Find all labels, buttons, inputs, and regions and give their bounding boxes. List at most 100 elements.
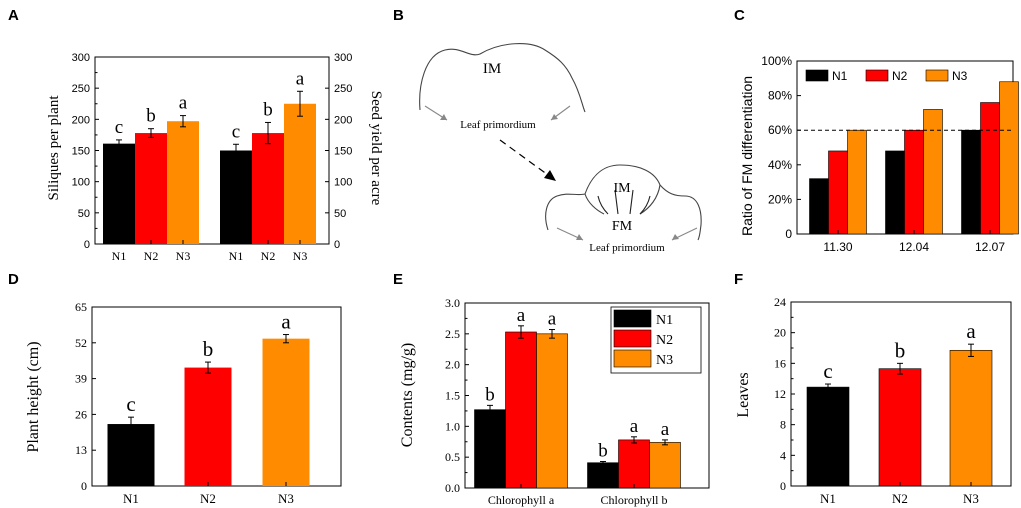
- panel-c-ytick-label: 0: [785, 227, 792, 241]
- panel-f-significance-letter: c: [823, 359, 832, 383]
- panel-c-bar-n3: [923, 109, 943, 235]
- panel-c-bar-n1: [809, 178, 829, 235]
- panel-c-ytick-label: 40%: [768, 158, 792, 172]
- diagram-leaf-label-bottom: Leaf primordium: [589, 242, 665, 254]
- diagram-im-label-bottom: IM: [613, 181, 631, 196]
- panel-a-significance-letter: b: [146, 106, 156, 127]
- panel-e-bar-n2: [505, 331, 537, 489]
- panel-e-ytick-label: 2.0: [445, 358, 460, 372]
- bottom-fm-bumps: [584, 184, 661, 215]
- panel-b-diagram: [419, 43, 702, 241]
- diagram-leaf-label-top: Leaf primordium: [460, 119, 536, 131]
- panel-e-ytick-label: 0.0: [445, 481, 460, 495]
- panel-a-xtick-label: N1: [229, 249, 244, 263]
- panel-f-xtick-label: N2: [892, 491, 908, 506]
- panel-a-ytick-label-right: 250: [334, 83, 352, 95]
- panel-a-xtick-label: N3: [176, 249, 191, 263]
- panel-c-xtick-label: 11.30: [823, 240, 852, 254]
- panel-a-significance-letter: b: [263, 99, 273, 120]
- panel-e-legend-swatch-n1: [613, 309, 652, 328]
- panel-a-ytick-label: 200: [72, 114, 90, 126]
- panel-c-chart: Ratio of FM differentiation 0 20% 40% 60% 80…: [739, 54, 1019, 254]
- bottom-arrow-im-left: [597, 195, 609, 215]
- arrowhead-top-right: [551, 114, 558, 120]
- panel-f-bar-n2: [878, 368, 922, 487]
- panel-f-ytick-label: 16: [774, 356, 786, 370]
- panel-d-chart: Plant height (cm) 0 13 26 39 52 65 c N1 b N2 a N3: [25, 300, 342, 506]
- panel-letter-d: D: [8, 271, 19, 288]
- panel-a-bar-n3: [284, 103, 316, 244]
- panel-e-bar-n3: [649, 442, 681, 489]
- transition-dashed-arrow: [499, 139, 549, 176]
- panel-a-xtick-label: N2: [144, 249, 159, 263]
- panel-letter-a: A: [8, 7, 19, 24]
- panel-e-bar-n3: [536, 333, 568, 489]
- panel-f-xtick-label: N1: [820, 491, 836, 506]
- panel-f-xtick-label: N3: [963, 491, 979, 506]
- panel-c-legend-swatch-n2: [865, 69, 889, 82]
- panel-a-ytick-label: 300: [72, 52, 90, 64]
- panel-d-xtick-label: N2: [200, 491, 216, 506]
- panel-d-significance-letter: a: [281, 310, 291, 334]
- panel-a-bar-n2: [135, 133, 167, 244]
- panel-f-ylabel: Leaves: [735, 372, 752, 417]
- panel-d-ytick-label: 0: [81, 479, 87, 493]
- panel-e-chart: Contents (mg/g) 0.0 0.5 1.0 1.5 2.0 2.5 3.0 b a a…: [399, 296, 710, 507]
- panel-d-ytick-label: 26: [75, 407, 87, 421]
- arrowhead-bottom-right: [672, 234, 679, 240]
- panel-d-significance-letter: c: [126, 392, 135, 416]
- panel-e-legend-label-n1: N1: [656, 313, 673, 328]
- panel-d-ytick-label: 39: [75, 372, 87, 386]
- panel-e-ytick-label: 3.0: [445, 296, 460, 310]
- panel-e-bar-n2: [618, 439, 650, 489]
- panel-f-bar-n3: [949, 349, 993, 487]
- panel-f-chart: Leaves 0 4 8 12 16 20 24 c N1 b N2 a N3: [735, 295, 1012, 506]
- arrowhead-top-left: [440, 114, 447, 120]
- panel-f-ytick-label: 8: [780, 418, 786, 432]
- panel-c-ylabel: Ratio of FM differentiation: [739, 76, 755, 236]
- arrowhead-bottom-left: [576, 234, 583, 240]
- panel-f-ytick-label: 24: [774, 295, 786, 309]
- panel-a-xtick-label: N3: [293, 249, 308, 263]
- panel-a-bar-n2: [252, 133, 284, 244]
- panel-e-bar-n1: [474, 409, 506, 489]
- panel-a-ytick-label-right: 0: [334, 239, 340, 251]
- panel-f-ytick-label: 12: [774, 387, 786, 401]
- panel-d-significance-letter: b: [203, 337, 214, 361]
- panel-c-legend-label-n3: N3: [952, 69, 968, 83]
- panel-e-xtick-label: Chlorophyll b: [600, 493, 667, 507]
- panel-c-bar-n1: [885, 150, 905, 235]
- panel-c-legend-swatch-n1: [805, 69, 829, 82]
- panel-a-significance-letter: c: [115, 117, 123, 138]
- panel-a-xtick-label: N2: [261, 249, 276, 263]
- panel-a-ylabel-right: Seed yield per acre: [368, 91, 384, 206]
- panel-f-bar-n1: [806, 386, 850, 487]
- panel-c-ytick-label: 80%: [768, 89, 792, 103]
- panel-f-ytick-label: 4: [780, 448, 786, 462]
- bottom-arrow-im-right: [639, 195, 651, 215]
- panel-e-significance-letter: a: [661, 419, 670, 440]
- panel-d-ytick-label: 65: [75, 300, 87, 314]
- panel-d-ylabel: Plant height (cm): [25, 341, 42, 452]
- panel-letter-e: E: [393, 271, 403, 288]
- panel-e-significance-letter: a: [630, 416, 639, 437]
- panel-a-xtick-label: N1: [112, 249, 127, 263]
- panel-c-bar-n1: [961, 129, 981, 235]
- panel-e-legend-swatch-n2: [613, 329, 652, 348]
- panel-a-ylabel-left: Siliques per plant: [46, 95, 62, 201]
- panel-a-ytick-label-right: 200: [334, 114, 352, 126]
- panel-a-ytick-label: 250: [72, 83, 90, 95]
- panel-e-bar-n1: [587, 462, 619, 489]
- panel-e-ytick-label: 1.0: [445, 419, 460, 433]
- panel-c-ytick-label: 20%: [768, 192, 792, 206]
- panel-e-legend-swatch-n3: [613, 349, 652, 368]
- panel-a-significance-letter: a: [179, 93, 188, 114]
- diagram-fm-label: FM: [612, 219, 633, 234]
- bottom-arrow-center-left: [614, 189, 619, 215]
- panel-letter-f: F: [734, 271, 743, 288]
- panel-e-ylabel: Contents (mg/g): [399, 343, 416, 447]
- panel-e-significance-letter: b: [598, 440, 608, 461]
- panel-d-bar-n1: [107, 424, 155, 486]
- panel-c-bar-n2: [828, 150, 848, 235]
- bottom-arrow-center-right: [629, 189, 634, 215]
